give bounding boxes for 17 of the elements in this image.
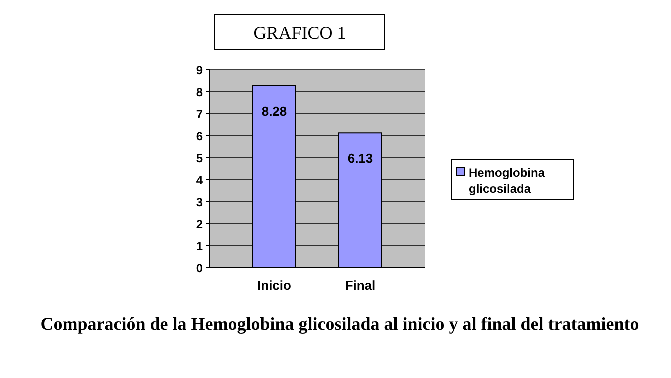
x-tick-label: Inicio bbox=[258, 278, 292, 293]
y-tick-label: 5 bbox=[196, 152, 204, 166]
y-tick-label: 2 bbox=[196, 218, 204, 232]
legend-label: Hemoglobina glicosilada bbox=[469, 166, 546, 196]
y-tick-label: 0 bbox=[196, 262, 204, 276]
y-tick-label: 4 bbox=[196, 174, 204, 188]
text: Comparación de la Hemoglobina glicosilada al inicio y al final del tratamiento bbox=[40, 313, 640, 336]
data-label: 8.28 bbox=[262, 104, 288, 119]
y-tick-label: 3 bbox=[196, 196, 204, 210]
x-tick-label: Final bbox=[345, 278, 376, 293]
y-tick-label: 8 bbox=[196, 86, 204, 100]
chart-title: GRAFICO 1 bbox=[254, 23, 346, 43]
y-tick-label: 7 bbox=[196, 108, 204, 122]
data-label: 6.13 bbox=[348, 151, 374, 166]
y-tick-label: 6 bbox=[196, 130, 204, 144]
y-tick-label: 1 bbox=[196, 240, 204, 254]
y-tick-label: 9 bbox=[196, 64, 204, 78]
